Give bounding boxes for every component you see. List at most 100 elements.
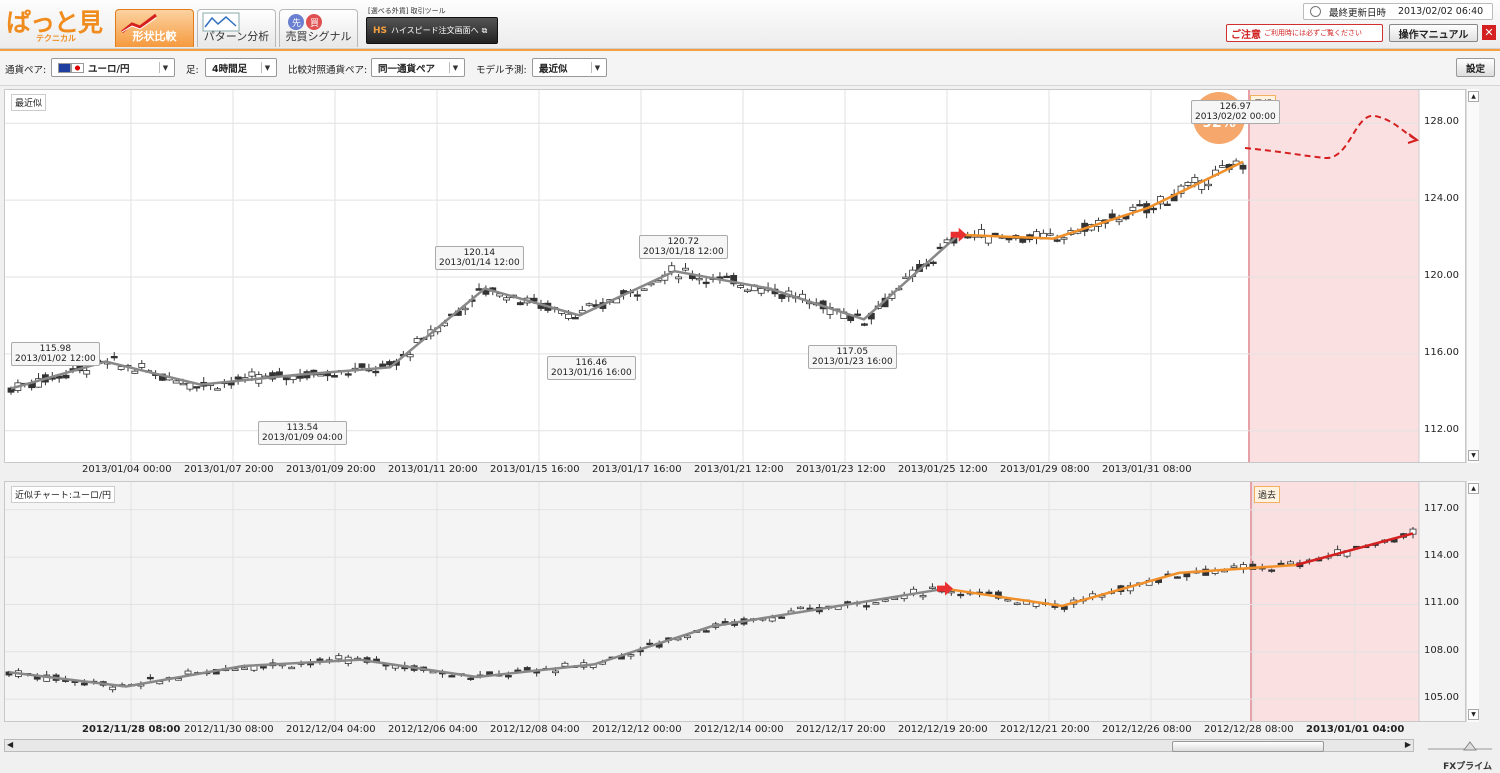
annotation-value: 120.14 xyxy=(463,248,496,258)
annotation-date: 2013/01/23 16:00 xyxy=(812,357,893,367)
candle-body xyxy=(902,276,910,279)
caution-label: ご注意 xyxy=(1231,29,1261,41)
x-tick-label: 2012/12/08 04:00 xyxy=(490,724,580,735)
candle-body xyxy=(861,323,868,326)
top-chart-vscroll[interactable]: ▲ ▼ xyxy=(1466,89,1479,463)
x-tick-label: 2013/01/21 12:00 xyxy=(694,464,784,475)
scroll-up-icon[interactable]: ▲ xyxy=(1468,483,1479,494)
bar-value: 4時間足 xyxy=(212,63,248,75)
price-annotation: 126.97 2013/02/02 00:00 xyxy=(1191,100,1280,124)
candle-body xyxy=(1108,213,1116,219)
candle-body xyxy=(571,317,579,320)
tab-trade-signal[interactable]: 先買 売買シグナル xyxy=(279,9,358,47)
bar-interval-select[interactable]: 4時間足 ▼ xyxy=(205,58,277,77)
top-x-axis: 2013/01/04 00:00 2013/01/07 20:00 2013/01/… xyxy=(4,463,1466,479)
candle-body xyxy=(585,303,593,306)
candle-body xyxy=(957,593,965,597)
candle-body xyxy=(214,388,221,391)
currency-pair-select[interactable]: ユーロ/円 ▼ xyxy=(51,58,175,77)
candle-body xyxy=(505,675,512,678)
model-value: 最近似 xyxy=(539,63,568,75)
candle-body xyxy=(523,667,531,671)
candle-body xyxy=(117,366,125,370)
candle-body xyxy=(1184,182,1192,186)
y-tick-label: 117.00 xyxy=(1424,502,1459,514)
candle-body xyxy=(891,597,899,601)
candle-body xyxy=(1150,207,1157,211)
annotation-value: 120.72 xyxy=(667,237,700,247)
candle-body xyxy=(633,294,641,297)
candle-body xyxy=(503,297,510,301)
x-tick-label: 2012/12/14 00:00 xyxy=(694,724,784,735)
bottom-x-axis: 2012/11/28 08:00 2012/11/30 08:00 2012/12/… xyxy=(4,722,1466,738)
annotation-value: 117.05 xyxy=(836,347,869,357)
candle-body xyxy=(723,275,731,279)
candle-body xyxy=(193,386,201,389)
candle-body xyxy=(131,370,139,374)
external-window-icon: ⧉ xyxy=(481,25,488,35)
candle-body xyxy=(778,616,786,619)
hs-button-label: ハイスピード注文画面へ xyxy=(391,26,479,35)
annotation-date: 2013/01/09 04:00 xyxy=(262,433,343,443)
manual-button[interactable]: 操作マニュアル xyxy=(1389,24,1478,42)
candle-body xyxy=(62,374,70,379)
series-line-history xyxy=(10,233,960,390)
candle-body xyxy=(1230,565,1238,568)
price-annotation: 120.72 2013/01/18 12:00 xyxy=(639,235,728,259)
close-icon[interactable]: ✕ xyxy=(1482,25,1496,40)
price-annotation: 115.98 2013/01/02 12:00 xyxy=(11,342,100,366)
tab-pattern-analysis[interactable]: パターン分析 xyxy=(197,9,276,47)
y-tick-label: 111.00 xyxy=(1424,597,1459,609)
x-tick-label: 2012/11/30 08:00 xyxy=(184,724,274,735)
x-tick-label: 2013/01/09 20:00 xyxy=(286,464,376,475)
candle-body xyxy=(561,662,569,667)
scroll-down-icon[interactable]: ▼ xyxy=(1468,709,1479,720)
candle-body xyxy=(289,375,297,381)
candle-body xyxy=(1163,203,1171,206)
candle-body xyxy=(675,276,683,280)
model-select[interactable]: 最近似 ▼ xyxy=(532,58,607,77)
settings-button[interactable]: 設定 xyxy=(1456,58,1495,77)
candle-body xyxy=(646,642,654,646)
candle-body xyxy=(234,376,242,380)
caution-button[interactable]: ご注意 ご利用時には必ずご覧ください xyxy=(1226,24,1383,42)
candle-body xyxy=(344,373,352,376)
candle-body xyxy=(640,288,648,291)
candle-body xyxy=(702,630,710,633)
candle-body xyxy=(737,285,744,288)
annotation-date: 2013/01/16 16:00 xyxy=(551,368,632,378)
annotation-value: 116.46 xyxy=(575,358,608,368)
series-line-past xyxy=(1295,532,1414,567)
candle-body xyxy=(448,675,456,678)
y-tick-label: 108.00 xyxy=(1424,644,1459,656)
tab-label: パターン分析 xyxy=(203,30,270,43)
scroll-left-icon[interactable]: ◀ xyxy=(7,740,14,749)
bottom-chart-vscroll[interactable]: ▲ ▼ xyxy=(1466,481,1479,722)
tab-shape-compare[interactable]: 形状比較 xyxy=(115,9,194,47)
compare-pair-select[interactable]: 同一通貨ペア ▼ xyxy=(371,58,465,77)
candle-body xyxy=(184,670,192,675)
candle-body xyxy=(55,375,63,379)
annotation-date: 2013/02/02 00:00 xyxy=(1195,112,1276,122)
candle-body xyxy=(358,363,366,368)
y-tick-label: 120.00 xyxy=(1424,270,1459,281)
candle-body xyxy=(919,594,927,598)
scroll-up-icon[interactable]: ▲ xyxy=(1468,91,1479,102)
scroll-down-icon[interactable]: ▼ xyxy=(1468,450,1479,461)
candle-body xyxy=(467,677,475,680)
annotation-value: 126.97 xyxy=(1219,102,1252,112)
timeline-scroll-thumb[interactable] xyxy=(1172,741,1324,752)
candle-body xyxy=(854,313,861,316)
candle-body xyxy=(1004,599,1012,602)
zoom-slider[interactable] xyxy=(1426,741,1496,753)
candle-body xyxy=(282,377,290,381)
candle-body xyxy=(386,361,393,366)
scroll-right-icon[interactable]: ▶ xyxy=(1404,740,1411,749)
x-tick-label: 2012/12/19 20:00 xyxy=(898,724,988,735)
high-speed-order-button[interactable]: HS ハイスピード注文画面へ ⧉ xyxy=(366,17,498,44)
x-tick-label: 2013/01/01 04:00 xyxy=(1306,724,1405,735)
candle-body xyxy=(1174,576,1181,579)
timeline-scrollbar[interactable]: ◀ ▶ xyxy=(4,739,1414,752)
x-tick-label: 2012/11/28 08:00 xyxy=(82,724,181,735)
compare-label: 比較対照通貨ペア: xyxy=(288,65,368,76)
